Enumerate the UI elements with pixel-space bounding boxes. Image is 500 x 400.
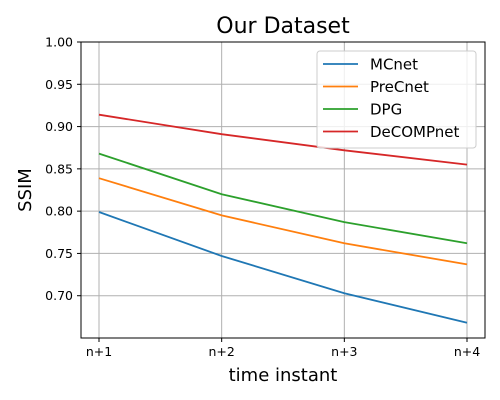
y-tick-label: 0.80: [45, 204, 73, 219]
x-tick-label: n+1: [86, 344, 112, 359]
x-tick-label: n+2: [208, 344, 234, 359]
y-tick-label: 0.95: [45, 77, 73, 92]
legend-label: DeCOMPnet: [370, 123, 460, 141]
chart-title: Our Dataset: [216, 14, 350, 39]
y-tick-label: 0.70: [45, 288, 73, 303]
legend-label: MCnet: [370, 56, 418, 74]
series-line-dpg: [98, 152, 468, 245]
x-tick-label: n+4: [454, 344, 480, 359]
x-tick-label: n+3: [331, 344, 357, 359]
series-line-decompnet: [98, 113, 468, 166]
x-axis-label: time instant: [229, 365, 338, 386]
series-lines: [98, 113, 468, 324]
y-axis-label: SSIM: [15, 168, 36, 212]
y-tick-label: 0.85: [45, 161, 73, 176]
y-tick-label: 0.90: [45, 119, 73, 134]
y-tick-label: 0.75: [45, 246, 73, 261]
legend: MCnet PreCnet DPG DeCOMPnet: [316, 50, 477, 149]
y-tick-label: 1.00: [45, 35, 73, 50]
legend-label: PreCnet: [370, 78, 429, 96]
y-axis-ticks: 0.70 0.75 0.80 0.85 0.90 0.95 1.00: [45, 35, 81, 303]
plot-frame: [80, 41, 486, 339]
legend-label: DPG: [370, 101, 402, 119]
series-line-precnet: [98, 177, 468, 266]
series-line-mcnet: [98, 211, 468, 324]
legend-box: [316, 50, 477, 149]
x-axis-ticks: n+1 n+2 n+3 n+4: [86, 338, 480, 359]
